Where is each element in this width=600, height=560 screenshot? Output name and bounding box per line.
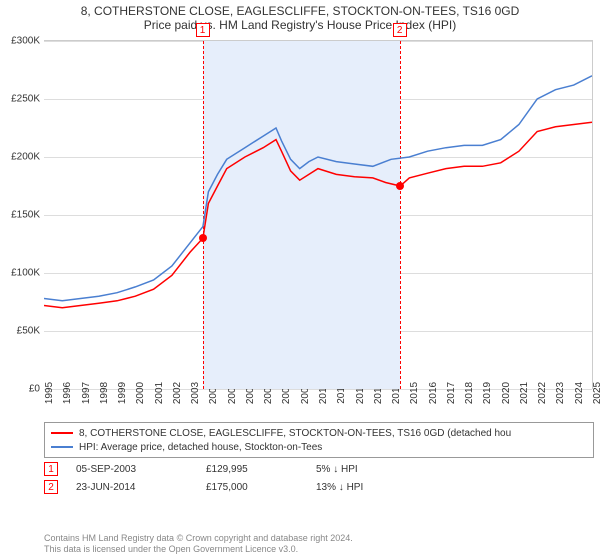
transaction-row: 1 05-SEP-2003£129,9955% ↓ HPI xyxy=(44,460,594,478)
legend: 8, COTHERSTONE CLOSE, EAGLESCLIFFE, STOC… xyxy=(44,422,594,458)
y-axis-label: £100K xyxy=(11,268,40,279)
transaction-delta: 5% ↓ HPI xyxy=(316,464,358,475)
y-axis-label: £50K xyxy=(17,326,40,337)
transaction-date: 23-JUN-2014 xyxy=(76,482,206,493)
series-hpi xyxy=(44,76,592,301)
plot-area: £0£50K£100K£150K£200K£250K£300K199519961… xyxy=(44,40,593,389)
legend-item: 8, COTHERSTONE CLOSE, EAGLESCLIFFE, STOC… xyxy=(51,426,587,440)
footer-line-1: Contains HM Land Registry data © Crown c… xyxy=(44,533,594,545)
footer-attribution: Contains HM Land Registry data © Crown c… xyxy=(44,533,594,556)
legend-text: 8, COTHERSTONE CLOSE, EAGLESCLIFFE, STOC… xyxy=(79,428,511,439)
legend-swatch xyxy=(51,446,73,448)
transaction-price: £129,995 xyxy=(206,464,316,475)
transaction-date: 05-SEP-2003 xyxy=(76,464,206,475)
chart-titles: 8, COTHERSTONE CLOSE, EAGLESCLIFFE, STOC… xyxy=(0,0,600,34)
marker-dot-2 xyxy=(396,182,404,190)
transaction-marker: 1 xyxy=(44,462,58,476)
marker-label-1: 1 xyxy=(196,23,210,37)
chart-container: 8, COTHERSTONE CLOSE, EAGLESCLIFFE, STOC… xyxy=(0,0,600,560)
title-line-2: Price paid vs. HM Land Registry's House … xyxy=(0,18,600,32)
series-property xyxy=(44,122,592,308)
y-axis-label: £200K xyxy=(11,152,40,163)
x-axis-label: 2025 xyxy=(592,382,600,404)
transaction-delta: 13% ↓ HPI xyxy=(316,482,363,493)
legend-text: HPI: Average price, detached house, Stoc… xyxy=(79,442,322,453)
marker-dot-1 xyxy=(199,234,207,242)
transaction-price: £175,000 xyxy=(206,482,316,493)
line-chart-svg xyxy=(44,41,592,389)
y-axis-label: £0 xyxy=(29,384,40,395)
footer-line-2: This data is licensed under the Open Gov… xyxy=(44,544,594,556)
title-line-1: 8, COTHERSTONE CLOSE, EAGLESCLIFFE, STOC… xyxy=(0,4,600,18)
legend-item: HPI: Average price, detached house, Stoc… xyxy=(51,440,587,454)
transaction-marker: 2 xyxy=(44,480,58,494)
y-axis-label: £300K xyxy=(11,36,40,47)
marker-label-2: 2 xyxy=(393,23,407,37)
legend-swatch xyxy=(51,432,73,434)
y-axis-label: £250K xyxy=(11,94,40,105)
y-axis-label: £150K xyxy=(11,210,40,221)
transactions-table: 1 05-SEP-2003£129,9955% ↓ HPI 2 23-JUN-2014… xyxy=(44,460,594,496)
transaction-row: 2 23-JUN-2014£175,00013% ↓ HPI xyxy=(44,478,594,496)
